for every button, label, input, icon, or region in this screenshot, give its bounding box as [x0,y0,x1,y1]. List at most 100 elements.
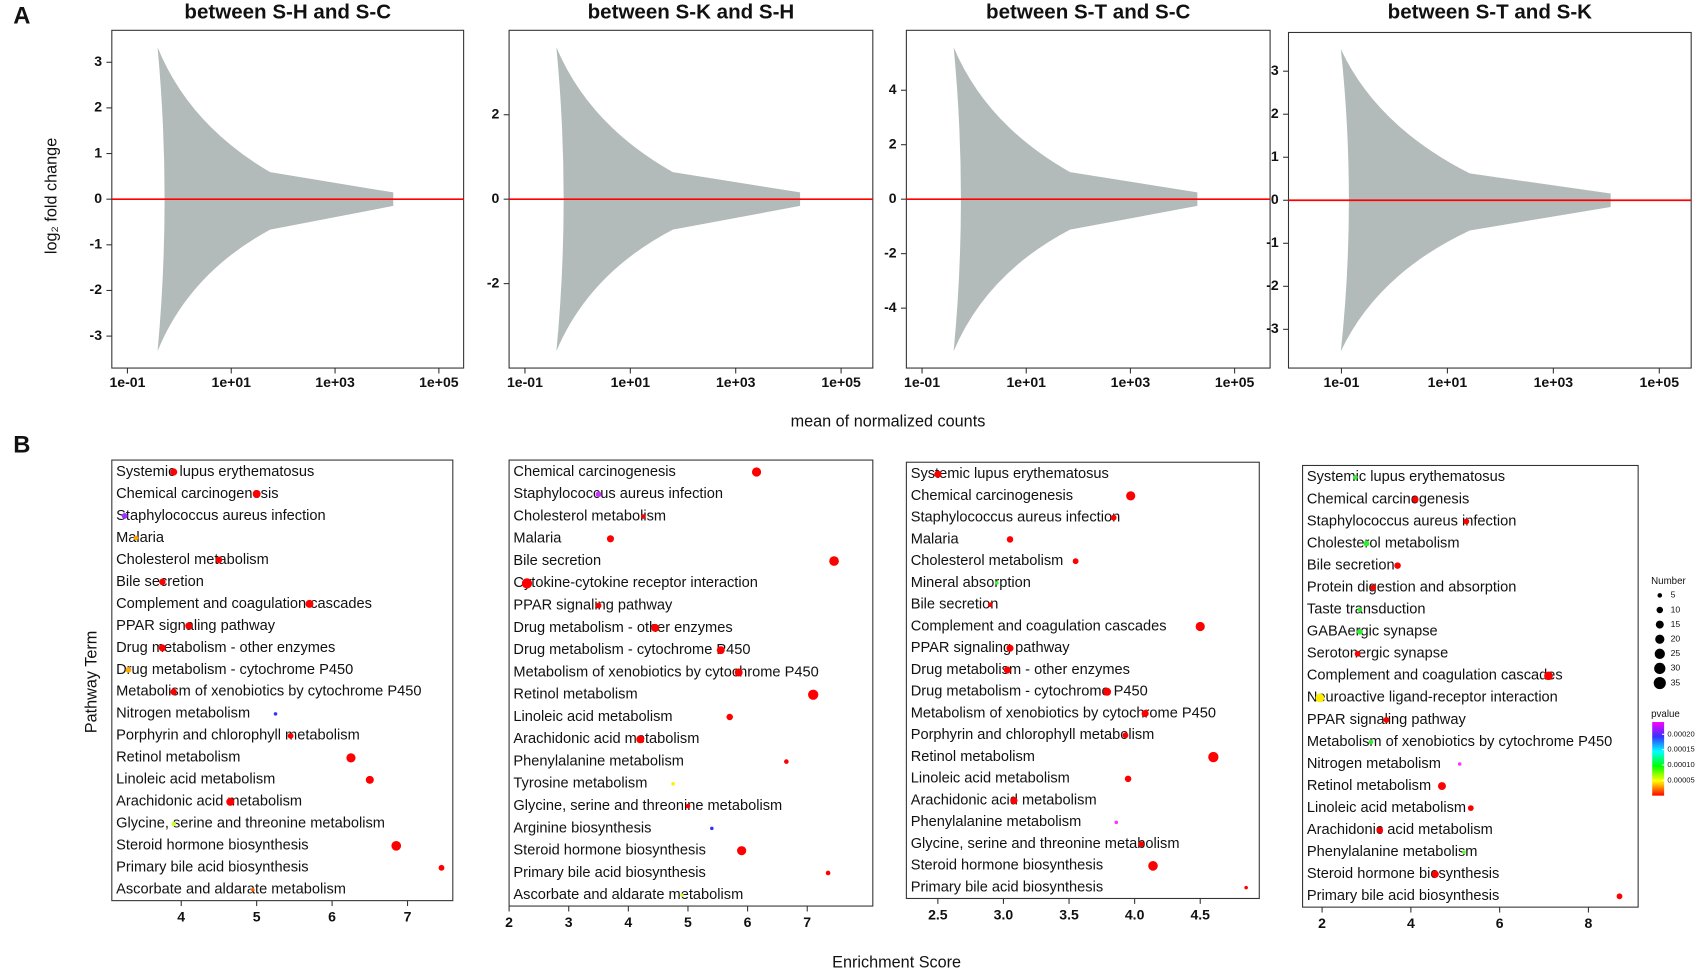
y-tick-label: 4 [889,81,897,97]
pathway-term: Phenylalanine metabolism [911,814,1082,830]
x-tick-label: 1e+05 [419,374,459,390]
x-tick-label: 1e+03 [1111,374,1151,390]
x-tick-label: 4.5 [1190,907,1210,923]
x-tick-label: 3 [565,914,573,930]
x-tick-label: 1e-01 [109,374,145,390]
dot [685,803,691,809]
dot [346,753,356,763]
legend-label: 20 [1671,633,1681,643]
dot [1370,584,1377,591]
pathway-term: Staphylococcus aureus infection [116,508,326,524]
x-tick-label: 1e+01 [212,374,252,390]
y-tick-label: -2 [487,274,500,290]
dot [365,775,374,784]
x-tick-label: 8 [1585,915,1593,931]
pathway-term: Arachidonic acid metabolism [116,794,302,810]
dot [305,599,314,608]
y-tick-label: 2 [1271,105,1279,121]
dot [170,468,178,476]
dot [1315,693,1325,703]
dot [784,759,789,764]
x-tick-label: 2 [505,914,513,930]
panel-title: between S-T and S-K [1388,0,1593,23]
pathway-term: Serotonergic synapse [1307,646,1448,662]
plot-frame [905,461,1260,900]
panel-label: B [13,431,30,458]
x-tick-label: 4 [1407,915,1415,931]
pathway-term: Phenylalanine metabolism [513,753,684,769]
legend-dot [1654,662,1666,675]
y-tick-label: 0 [1271,191,1279,207]
pathway-term: Malaria [513,531,562,547]
legend-dot [1657,593,1663,598]
x-tick-label: 6 [744,914,752,930]
pathway-term: Complement and coagulation cascades [116,596,372,612]
x-tick-label: 4.0 [1125,907,1145,923]
dot [988,602,993,608]
y-tick-label: 0 [492,190,500,206]
dot [1148,861,1158,871]
x-axis-label: Enrichment Score [832,954,961,971]
y-tick-label: -2 [90,281,103,297]
pathway-term: Cholesterol metabolism [116,552,269,568]
pathway-term: Retinol metabolism [911,749,1035,765]
legend-label: 35 [1671,677,1681,687]
pathway-term: Nitrogen metabolism [1307,756,1441,772]
dot [1010,797,1018,805]
dot [829,556,839,566]
y-tick-label: 2 [94,99,102,115]
x-tick-label: 1e+01 [1006,374,1046,390]
panel-label: A [13,3,30,30]
dot [751,467,762,477]
pathway-term: Mineral absorption [911,575,1031,591]
colorbar [1652,722,1665,796]
pathway-term: Ascorbate and aldarate metabolism [116,882,346,898]
dot [121,513,128,519]
pathway-term: Metabolism of xenobiotics by cytochrome … [513,664,818,680]
dot [1114,820,1119,825]
dot [595,491,602,498]
x-tick-label: 1e-01 [1323,374,1359,390]
panel-title: between S-K and S-H [588,0,795,23]
colorbar-label: 0.00015 [1667,745,1694,754]
pathway-term: Glycine, serine and threonine metabolism [116,816,385,832]
x-tick-label: 3.0 [994,907,1014,923]
y-tick-label: 0 [94,190,102,206]
x-tick-label: 1e+05 [821,374,861,390]
dot [636,735,645,744]
legend-label: 15 [1671,619,1681,629]
dot [710,826,714,831]
y-tick-label: -3 [90,327,103,343]
x-tick-label: 5 [253,909,261,925]
pathway-term: Tyrosine metabolism [513,776,647,792]
pathway-term: Drug metabolism - cytochrome P450 [116,662,353,678]
legend-label: 10 [1671,604,1681,614]
legend-title: Number [1651,576,1686,587]
pathway-term: Porphyrin and chlorophyll metabolism [116,728,360,744]
pathway-term: Nitrogen metabolism [116,706,250,722]
x-tick-label: 1e+05 [1640,374,1680,390]
dot [1006,644,1014,652]
dot [734,668,743,677]
pathway-term: Complement and coagulation cascades [1307,668,1563,684]
dot [934,470,942,478]
pathway-term: Drug metabolism - cytochrome P450 [513,642,750,658]
dot [1467,805,1474,812]
dot [1006,536,1014,543]
dot [1110,514,1117,521]
y-tick-label: 2 [492,105,500,121]
dot [1072,558,1079,565]
x-tick-label: 1e-01 [507,374,543,390]
dot [391,841,402,851]
legend-dot [1655,620,1664,629]
y-axis-label: Pathway Term [83,631,101,733]
x-tick-label: 5 [684,914,692,930]
pathway-term: Bile secretion [911,597,999,613]
dot [133,535,139,541]
pathway-term: Staphylococcus aureus infection [1307,513,1517,529]
colorbar-label: 0.00010 [1667,760,1694,769]
y-tick-label: -1 [90,236,103,252]
legend-title: pvalue [1651,709,1680,720]
dot [1463,518,1470,525]
pathway-term: Arginine biosynthesis [513,820,651,836]
